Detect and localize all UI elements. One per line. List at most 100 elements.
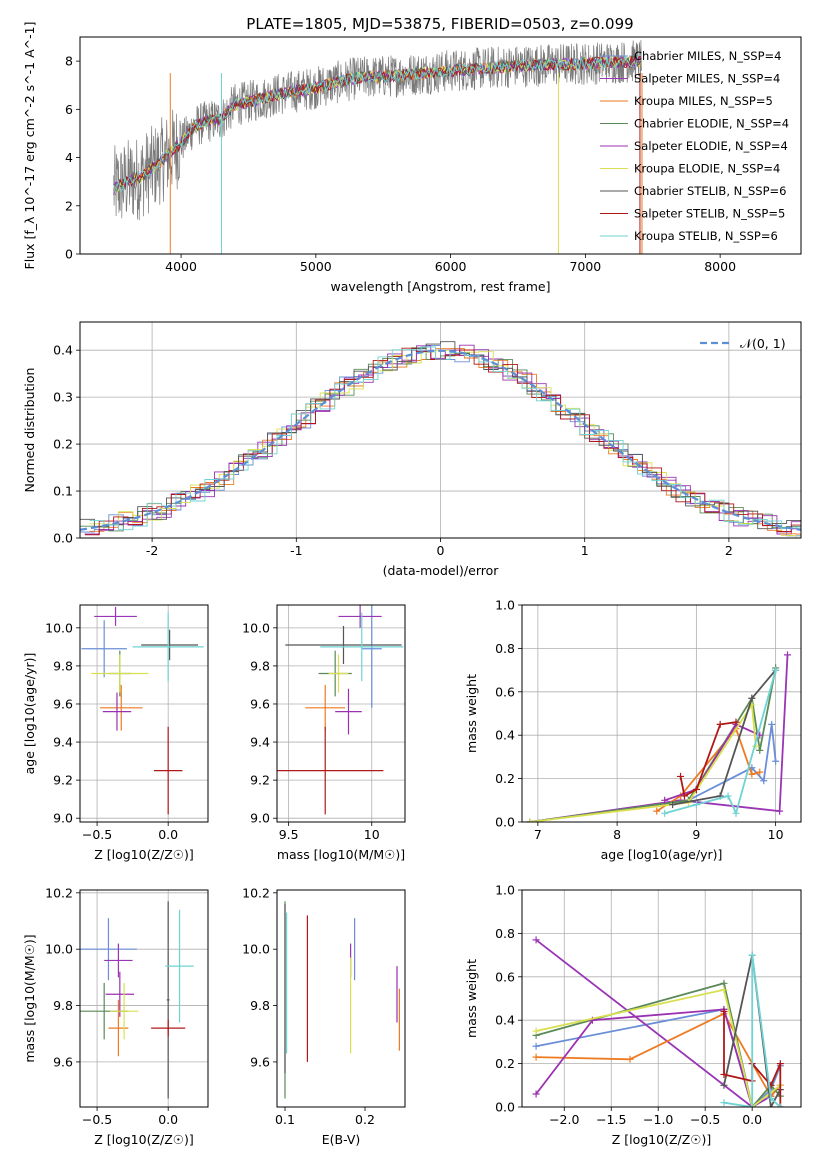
y-tick-label: 4 (65, 150, 73, 165)
y-tick-label: 9.6 (53, 696, 73, 711)
y-tick-label: 0.2 (53, 437, 73, 452)
y-tick-label: 1.0 (495, 883, 515, 898)
y-tick-label: 10.2 (45, 885, 73, 900)
plot-area (522, 890, 801, 1107)
legend-label: Salpeter MILES, N_SSP=4 (634, 72, 780, 86)
legend-label: Chabrier MILES, N_SSP=4 (634, 49, 781, 63)
histogram-step (80, 341, 801, 530)
legend-label: Kroupa STELIB, N_SSP=6 (634, 229, 778, 243)
chart-mass_vs_Z: −0.5 0.0 9.6 9.8 10.0 10.2 Z [log10(Z/Z☉)] mass… (22, 885, 209, 1147)
histogram-step (84, 347, 801, 536)
x-tick-label: 6000 (435, 259, 467, 274)
legend-label: Kroupa MILES, N_SSP=5 (634, 94, 773, 108)
point-marker (732, 718, 740, 726)
point-marker (756, 746, 764, 754)
x-tick-label: 0.0 (742, 1112, 762, 1127)
series-line (529, 654, 789, 822)
axes-frame (79, 36, 802, 255)
y-tick-label: 9.8 (53, 998, 73, 1013)
y-tick-label: 10.0 (242, 620, 270, 635)
x-tick-label: 8 (613, 827, 621, 842)
plot-area (522, 605, 801, 822)
point-marker (776, 1060, 784, 1068)
axes-frame (79, 604, 209, 823)
point-marker (720, 1008, 728, 1016)
series-line (664, 723, 761, 802)
chart-age_vs_Z: −0.5 0.0 9.0 9.2 9.4 9.6 9.8 10.0 Z [log10(Z/Z☉)… (22, 604, 209, 862)
y-tick-label: 9.0 (53, 811, 73, 826)
point-marker (776, 807, 784, 815)
y-tick-label: 9.8 (250, 998, 270, 1013)
normal-curve (80, 349, 801, 531)
point-marker (776, 1103, 784, 1107)
y-tick-label: 9.4 (250, 735, 270, 750)
x-tick-label: −1.5 (596, 1112, 626, 1127)
series-line (535, 988, 781, 1107)
y-tick-label: 10.2 (242, 885, 270, 900)
point-marker (720, 986, 728, 994)
axes-frame (276, 889, 406, 1108)
x-tick-label: 10 (364, 827, 380, 842)
point-marker (784, 651, 792, 659)
plot-area (80, 322, 801, 538)
x-axis-label: mass [log10(M/M☉)] (277, 847, 405, 862)
point-marker (748, 694, 756, 702)
y-tick-label: 9.2 (53, 773, 73, 788)
point-marker (772, 757, 780, 765)
x-tick-label: −2.0 (549, 1112, 579, 1127)
x-axis-label: Z [log10(Z/Z☉)] (94, 1132, 194, 1147)
plot-area (80, 890, 208, 1107)
y-tick-label: 9.8 (250, 658, 270, 673)
x-tick-label: 10 (768, 827, 784, 842)
y-tick-label: 0.1 (53, 484, 73, 499)
point-marker (772, 666, 780, 674)
point-marker (767, 1094, 775, 1102)
y-axis-label: age [log10(age/yr)] (22, 653, 37, 775)
x-tick-label: 7 (534, 827, 542, 842)
point-marker (661, 809, 669, 817)
y-tick-label: 2 (65, 198, 73, 213)
series-line (535, 1008, 754, 1107)
y-tick-label: 0.0 (53, 531, 73, 546)
legend-label: Chabrier ELODIE, N_SSP=4 (634, 117, 789, 131)
series-line (672, 669, 777, 806)
y-tick-label: 0.4 (495, 1013, 515, 1028)
x-axis-label: E(B-V) (322, 1132, 361, 1147)
y-tick-label: 0.3 (53, 390, 73, 405)
chart-massweight_vs_age: 7 8 9 10 0.0 0.2 0.4 0.6 0.8 1.0 age [log10(age/yr… (464, 598, 802, 862)
point-marker (732, 809, 740, 817)
point-marker (760, 777, 768, 785)
point-marker (720, 1070, 728, 1078)
y-axis-label: mass [log10(M/M☉)] (22, 934, 37, 1062)
point-marker (748, 951, 756, 959)
point-marker (768, 720, 776, 728)
chart-massweight_vs_Z: −2.0 −1.5 −1.0 −0.5 0.0 0.0 0.2 0.4 0.6 0.8 1.0 Z [… (464, 883, 802, 1147)
x-tick-label: 7000 (569, 259, 601, 274)
y-tick-label: 10.0 (45, 620, 73, 635)
axes-frame (521, 604, 802, 823)
x-axis-label: age [log10(age/yr)] (601, 847, 723, 862)
chart-age_vs_mass: 9.5 10 9.0 9.2 9.4 9.6 9.8 10.0 mass [log10(M/M☉… (242, 604, 406, 862)
x-tick-label: 8000 (704, 259, 736, 274)
y-tick-label: 9.6 (250, 1054, 270, 1069)
point-marker (748, 770, 756, 778)
point-marker (532, 1042, 540, 1050)
x-tick-label: 9.5 (279, 827, 299, 842)
x-tick-label: 4000 (165, 259, 197, 274)
y-tick-label: 9.8 (53, 658, 73, 673)
point-marker (767, 1103, 775, 1107)
x-tick-label: 5000 (300, 259, 332, 274)
plot-area (113, 40, 643, 254)
histogram-step (84, 349, 801, 535)
y-axis-label: Flux [f_λ 10^-17 erg cm^-2 s^-1 A^-1] (22, 22, 37, 270)
axes-frame (521, 889, 802, 1108)
chart-residuals: -2 -1 0 1 2 0.0 0.1 0.2 0.3 0.4 (data-model)/error… (22, 321, 802, 578)
axes-frame (276, 604, 406, 823)
y-tick-label: 10.0 (45, 942, 73, 957)
x-tick-label: −0.5 (690, 1112, 720, 1127)
point-marker (677, 772, 685, 780)
point-marker (748, 1103, 756, 1107)
legend-label: Salpeter STELIB, N_SSP=5 (634, 207, 785, 221)
x-axis-label: wavelength [Angstrom, rest frame] (330, 279, 550, 294)
